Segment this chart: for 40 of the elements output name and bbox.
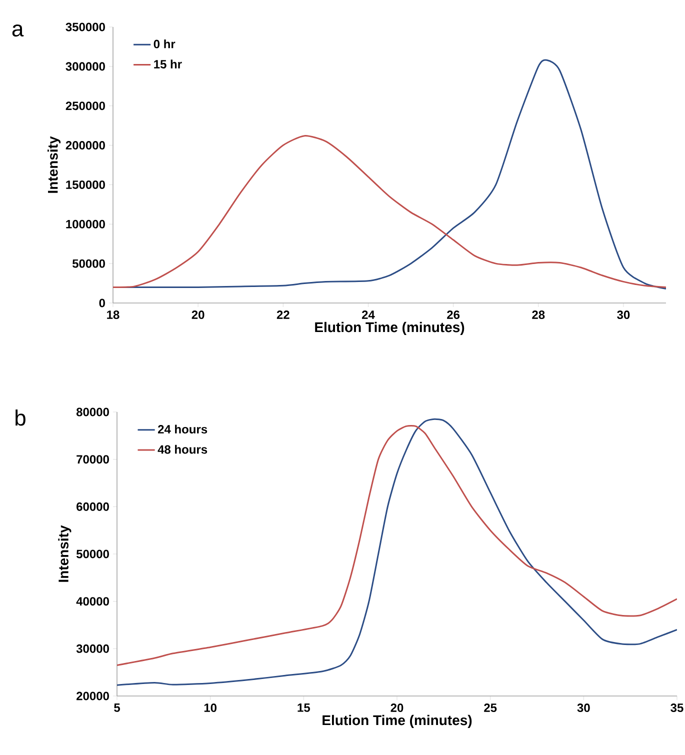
legend-label: 48 hours xyxy=(158,444,208,454)
y-tick-label: 250000 xyxy=(66,102,105,110)
x-axis-title: Elution Time (minutes) xyxy=(315,322,464,335)
line-series xyxy=(113,135,666,288)
x-tick-label: 20 xyxy=(390,704,404,712)
y-tick-label: 50000 xyxy=(72,259,105,268)
y-tick-label: 50000 xyxy=(76,550,109,558)
x-tick-label: 30 xyxy=(617,310,630,320)
x-tick-label: 28 xyxy=(532,310,545,320)
x-tick-label: 22 xyxy=(276,310,290,319)
x-tick-label: 26 xyxy=(447,310,460,320)
x-tick-label: 20 xyxy=(192,310,204,320)
y-tick-label: 40000 xyxy=(76,597,109,606)
y-tick-label: 350000 xyxy=(66,22,105,32)
legend-label: 24 hours xyxy=(158,424,208,434)
y-tick-label: 30000 xyxy=(76,644,109,653)
y-tick-label: 60000 xyxy=(76,502,109,511)
x-tick-label: 24 xyxy=(362,310,375,319)
y-axis-title: Intensity xyxy=(58,525,72,582)
legend-label: 15 hr xyxy=(154,60,182,68)
legend-label: 0 hr xyxy=(154,39,176,48)
chart-title: b xyxy=(16,410,26,426)
x-axis-title: Elution Time (minutes) xyxy=(322,714,472,728)
y-tick-label: 20000 xyxy=(76,692,109,700)
y-tick-label: 300000 xyxy=(66,62,105,71)
y-tick-label: 200000 xyxy=(66,141,105,150)
y-axis-title: Intensity xyxy=(48,136,61,193)
x-tick-label: 18 xyxy=(107,310,120,320)
x-tick-label: 5 xyxy=(114,704,120,712)
y-tick-label: 80000 xyxy=(76,408,109,416)
x-tick-label: 10 xyxy=(204,704,217,712)
x-tick-label: 35 xyxy=(670,704,684,712)
y-tick-label: 100000 xyxy=(66,220,105,228)
x-tick-label: 25 xyxy=(484,704,497,712)
y-tick-label: 70000 xyxy=(76,455,109,464)
chart-title: a xyxy=(12,24,24,37)
y-tick-label: 150000 xyxy=(66,180,105,189)
y-tick-label: 0 xyxy=(99,298,105,308)
x-tick-label: 15 xyxy=(298,704,310,712)
x-tick-label: 30 xyxy=(577,704,590,712)
